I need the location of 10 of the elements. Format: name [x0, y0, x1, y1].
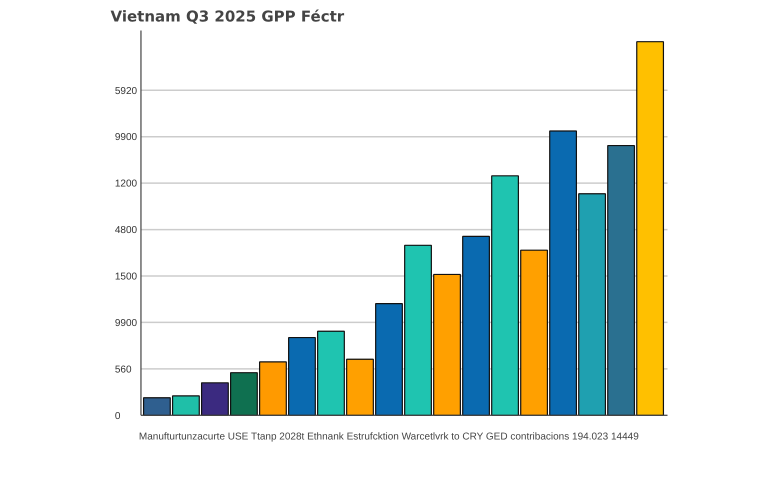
text: 1500	[114, 272, 138, 282]
text: 0	[114, 410, 121, 422]
chart-title: Vietnam Q3 2025 GPP Féctr	[110, 8, 345, 26]
x-axis-title: Manufturtunzacurte USE Ttanp 2028t Ethnank Estrufcktion Warcetlvrk to CRY GED contribacions 194.023 14449	[138, 432, 640, 442]
text: 9900	[114, 132, 138, 144]
text: 4800	[114, 225, 138, 236]
text: 1200	[114, 178, 138, 190]
text: 5920	[114, 86, 138, 97]
text: 560	[114, 364, 132, 376]
text: 9900	[114, 318, 138, 329]
